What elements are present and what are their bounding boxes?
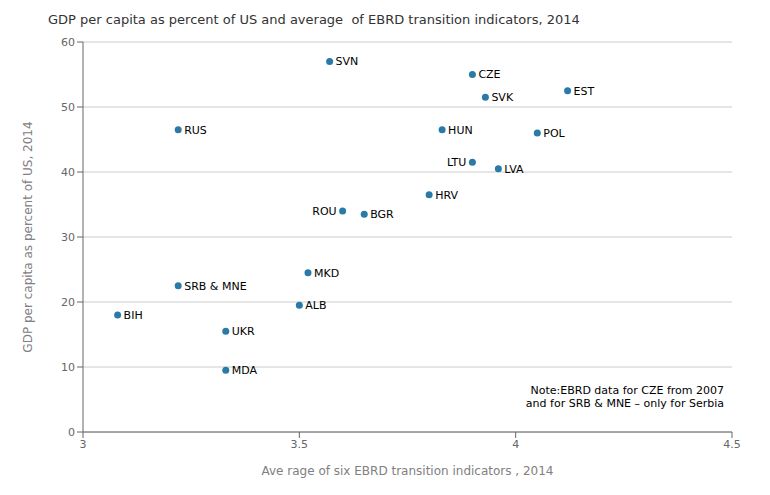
html-text:and for SRB & MNE – only for S: and for SRB & MNE – only for Serbia xyxy=(525,397,724,410)
svg-text:Ave rage of six EBRD transitio: Ave rage of six EBRD transition indicato… xyxy=(261,464,553,478)
svg-text:50: 50 xyxy=(61,101,75,114)
svg-text:SVN: SVN xyxy=(336,55,359,68)
svg-text:3: 3 xyxy=(80,438,87,451)
svg-text:POL: POL xyxy=(543,127,565,140)
svg-text:UKR: UKR xyxy=(232,325,255,338)
svg-text:BIH: BIH xyxy=(124,309,143,322)
svg-text:40: 40 xyxy=(61,166,75,179)
svg-text:EST: EST xyxy=(574,85,595,98)
svg-text:MKD: MKD xyxy=(314,267,339,280)
svg-text:GDP per capita as percent of U: GDP per capita as percent of US, 2014 xyxy=(21,121,35,352)
svg-text:4: 4 xyxy=(512,438,519,451)
svg-text:0: 0 xyxy=(68,426,75,439)
svg-text:RUS: RUS xyxy=(184,124,207,137)
svg-text:3.5: 3.5 xyxy=(291,438,309,451)
svg-text:ROU: ROU xyxy=(312,205,336,218)
html-text:Note:EBRD data for CZE from 20: Note:EBRD data for CZE from 2007 xyxy=(530,384,724,397)
svg-text:10: 10 xyxy=(61,361,75,374)
svg-text:20: 20 xyxy=(61,296,75,309)
svg-text:4.5: 4.5 xyxy=(723,438,741,451)
svg-text:MDA: MDA xyxy=(232,364,258,377)
svg-text:HUN: HUN xyxy=(448,124,473,137)
svg-text:60: 60 xyxy=(61,36,75,49)
svg-text:HRV: HRV xyxy=(435,189,458,202)
svg-text:BGR: BGR xyxy=(370,208,394,221)
svg-text:30: 30 xyxy=(61,231,75,244)
html-text:GDP per capita as percent of U: GDP per capita as percent of US and aver… xyxy=(48,12,580,27)
svg-text:LVA: LVA xyxy=(504,163,524,176)
svg-text:ALB: ALB xyxy=(305,299,326,312)
svg-text:SRB & MNE: SRB & MNE xyxy=(184,280,246,293)
svg-text:CZE: CZE xyxy=(478,68,500,81)
svg-text:SVK: SVK xyxy=(491,91,514,104)
svg-text:LTU: LTU xyxy=(447,156,466,169)
